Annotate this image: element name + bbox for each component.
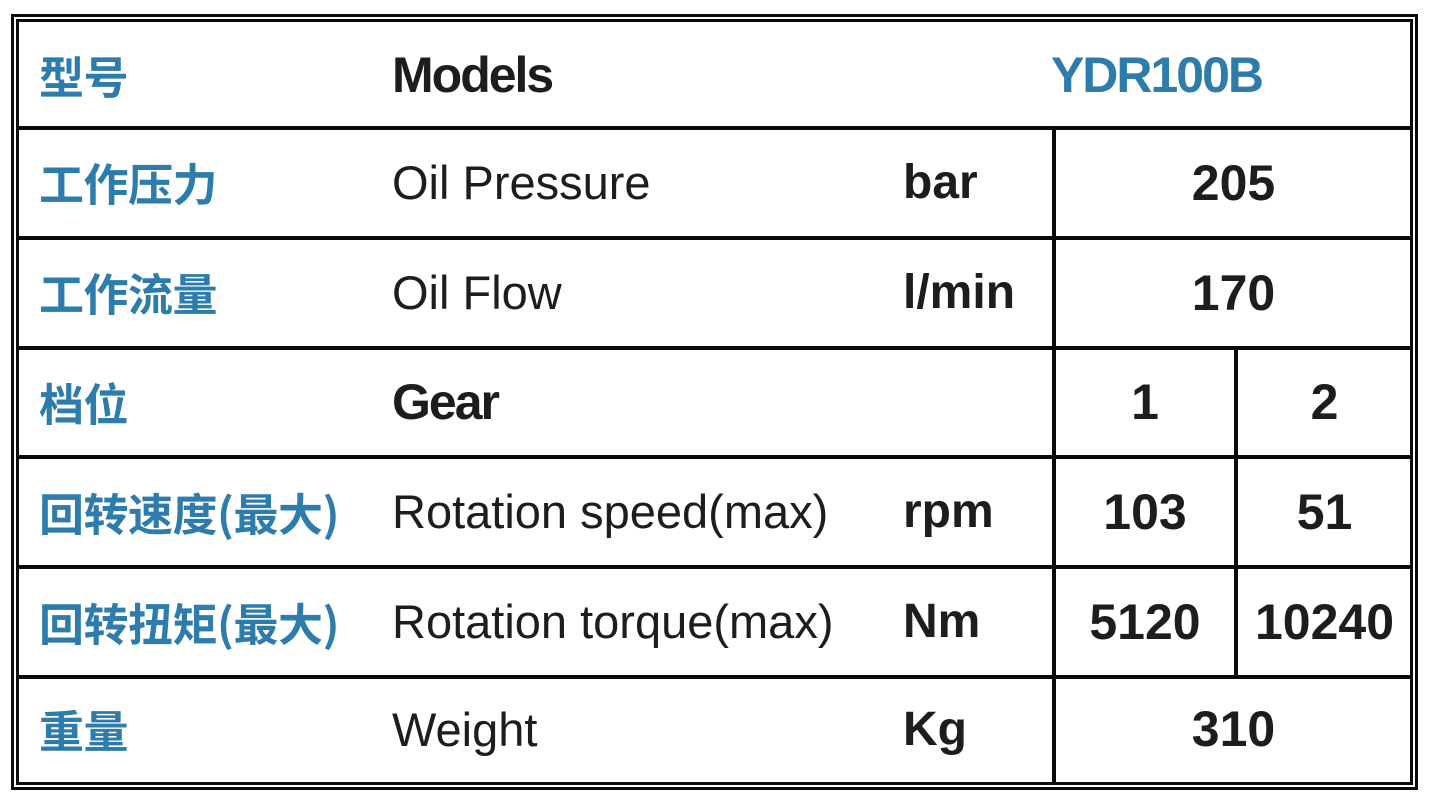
chinese-label: 重量: [39, 696, 129, 762]
english-label: Gear: [392, 374, 500, 431]
chinese-label: 回转速度(最大): [39, 478, 340, 544]
value-cell: 170: [1191, 264, 1276, 321]
chinese-label: 档位: [39, 368, 129, 434]
spec-table-grid: 型号 Models YDR100B 工作压力 Oil Pressure bar 205 工作流…: [16, 19, 1413, 785]
value-column-divider: [1052, 125, 1056, 782]
unit-label: l/min: [903, 266, 1016, 320]
english-label: Rotation torque(max): [392, 595, 834, 649]
table-row: 回转扭矩(最大) Rotation torque(max) Nm 5120 10240: [19, 567, 1410, 677]
row-divider-2: [19, 235, 1410, 240]
gear-column-divider: [1234, 345, 1238, 679]
unit-label: Nm: [903, 595, 981, 649]
english-label: Oil Pressure: [392, 156, 651, 210]
spec-table: 型号 Models YDR100B 工作压力 Oil Pressure bar 205 工作流…: [11, 14, 1418, 790]
row-divider-5: [19, 564, 1410, 569]
model-value: YDR100B: [1050, 46, 1264, 103]
value-cell-gear1: 1: [1131, 374, 1159, 431]
value-cell-gear1: 5120: [1089, 593, 1201, 650]
value-cell-gear2: 2: [1310, 374, 1339, 431]
table-row: 档位 Gear 1 2: [19, 348, 1410, 457]
chinese-label: 工作压力: [39, 149, 218, 215]
chinese-label: 回转扭矩(最大): [39, 588, 340, 654]
chinese-label: 工作流量: [39, 259, 218, 325]
row-divider-1: [19, 125, 1410, 130]
value-cell: 310: [1191, 701, 1276, 758]
table-row: 回转速度(最大) Rotation speed(max) rpm 103 51: [19, 457, 1410, 567]
value-cell-gear2: 51: [1296, 483, 1353, 540]
unit-label: bar: [903, 156, 978, 210]
spec-table-body: 型号 Models YDR100B 工作压力 Oil Pressure bar 205 工作流…: [19, 22, 1410, 782]
table-row: 重量 Weight Kg 310: [19, 677, 1410, 782]
value-cell: 205: [1191, 154, 1276, 211]
value-cell-gear1: 103: [1103, 483, 1187, 540]
row-divider-6: [19, 674, 1410, 679]
english-label: Weight: [392, 702, 538, 756]
row-divider-4: [19, 454, 1410, 459]
english-label: Models: [392, 46, 554, 103]
value-cell-gear2: 10240: [1254, 593, 1395, 650]
english-label: Oil Flow: [392, 266, 562, 320]
table-row: 工作流量 Oil Flow l/min 170: [19, 238, 1410, 348]
table-row: 工作压力 Oil Pressure bar 205: [19, 128, 1410, 238]
table-row: 型号 Models YDR100B: [19, 22, 1410, 128]
english-label: Rotation speed(max): [392, 485, 829, 539]
unit-label: rpm: [903, 485, 994, 539]
chinese-label: 型号: [39, 41, 129, 107]
unit-label: Kg: [903, 702, 967, 756]
row-divider-3: [19, 345, 1410, 350]
